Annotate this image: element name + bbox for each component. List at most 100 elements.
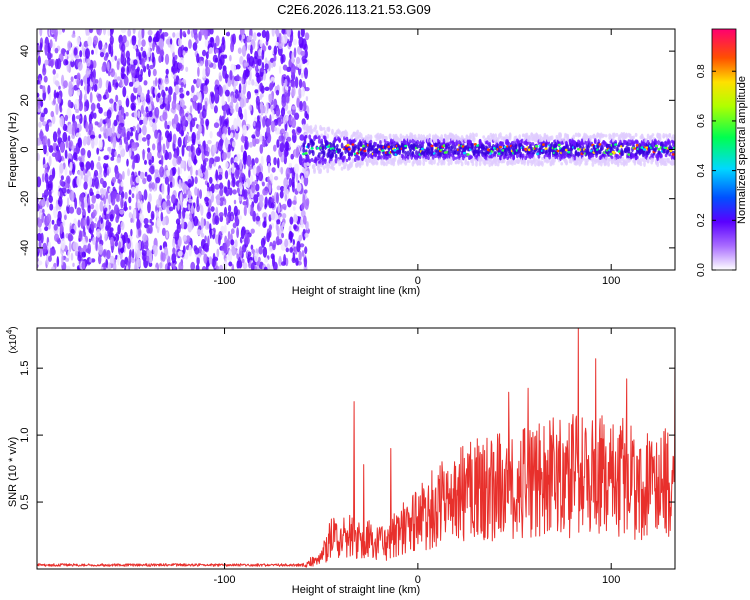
noise-cell	[257, 58, 262, 66]
noise-cell	[295, 172, 299, 183]
noise-cell	[105, 191, 109, 200]
noise-cell	[267, 45, 272, 51]
noise-cell	[112, 190, 117, 200]
band-cell	[668, 133, 672, 138]
noise-cell	[182, 193, 187, 199]
noise-cell	[206, 182, 210, 188]
noise-cell	[280, 166, 284, 175]
band-peak-cell	[310, 147, 314, 150]
noise-cell	[215, 169, 219, 181]
noise-cell	[93, 169, 99, 177]
band-cell	[520, 138, 524, 144]
band-cell	[465, 134, 469, 140]
noise-cell	[292, 206, 296, 211]
noise-cell	[151, 182, 155, 190]
band-cell	[676, 160, 679, 164]
band-cell	[514, 144, 518, 150]
noise-cell	[264, 186, 268, 192]
noise-cell	[206, 211, 212, 220]
noise-cell	[262, 246, 268, 258]
noise-cell	[286, 136, 292, 142]
noise-cell	[106, 93, 110, 99]
band-cell	[532, 156, 536, 162]
noise-cell	[133, 155, 139, 163]
noise-cell	[251, 134, 256, 139]
noise-cell	[92, 209, 97, 217]
noise-cell	[262, 139, 267, 148]
noise-cell	[178, 179, 182, 189]
noise-cell	[231, 162, 235, 174]
noise-cell	[179, 29, 183, 40]
band-cell	[604, 134, 608, 138]
noise-cell	[164, 77, 170, 85]
noise-cell	[125, 265, 129, 270]
noise-cell	[111, 177, 117, 183]
band-cell	[447, 158, 451, 163]
y-tick-label: 1.5	[19, 361, 31, 376]
band-cell	[471, 161, 475, 167]
noise-cell	[109, 214, 114, 222]
noise-cell	[182, 234, 187, 242]
noise-cell	[168, 86, 173, 96]
noise-cell	[148, 35, 153, 43]
noise-cell	[293, 214, 298, 223]
noise-cell	[301, 250, 305, 257]
noise-cell	[133, 81, 139, 89]
noise-cell	[172, 56, 176, 67]
noise-cell	[302, 228, 306, 241]
noise-cell	[84, 191, 87, 199]
noise-cell	[278, 32, 282, 45]
noise-cell	[220, 42, 225, 53]
noise-cell	[37, 55, 41, 66]
noise-cell	[128, 212, 133, 219]
noise-cell	[187, 221, 193, 233]
noise-cell	[149, 111, 153, 118]
band-cell	[388, 153, 392, 159]
band-cell	[469, 132, 472, 139]
noise-cell	[204, 29, 209, 40]
band-cell	[537, 154, 541, 159]
band-cell	[513, 159, 517, 166]
noise-cell	[216, 156, 221, 162]
noise-cell	[106, 109, 112, 119]
noise-cell	[272, 261, 278, 270]
noise-cell	[70, 76, 74, 82]
band-cell	[439, 151, 442, 156]
y-tick-label: 40	[19, 45, 31, 57]
noise-cell	[83, 181, 88, 190]
noise-cell	[223, 186, 228, 194]
band-cell	[604, 156, 608, 162]
noise-cell	[236, 253, 240, 260]
band-peak-cell	[534, 145, 539, 148]
noise-cell	[260, 155, 264, 166]
band-cell	[488, 141, 492, 147]
noise-cell	[291, 118, 297, 129]
noise-cell	[246, 90, 251, 100]
noise-cell	[289, 216, 294, 225]
noise-cell	[120, 148, 126, 158]
noise-cell	[138, 74, 143, 83]
noise-cell	[89, 64, 94, 69]
noise-cell	[242, 124, 247, 137]
noise-cell	[233, 205, 238, 217]
band-cell	[533, 161, 537, 167]
band-cell	[568, 138, 572, 143]
noise-cell	[136, 123, 140, 134]
band-cell	[321, 145, 325, 151]
noise-cell	[193, 79, 197, 84]
band-cell	[412, 158, 416, 165]
band-cell	[639, 157, 643, 164]
noise-cell	[131, 186, 136, 192]
noise-cell	[148, 68, 151, 78]
noise-cell	[238, 83, 242, 94]
noise-cell	[271, 29, 275, 37]
noise-cell	[194, 176, 198, 184]
noise-cell	[231, 263, 235, 270]
band-cell	[607, 161, 610, 167]
band-cell	[351, 158, 355, 164]
noise-cell	[98, 243, 103, 255]
noise-cell	[67, 249, 71, 260]
noise-cell	[199, 91, 202, 103]
noise-cell	[71, 33, 76, 38]
noise-cell	[104, 207, 108, 212]
